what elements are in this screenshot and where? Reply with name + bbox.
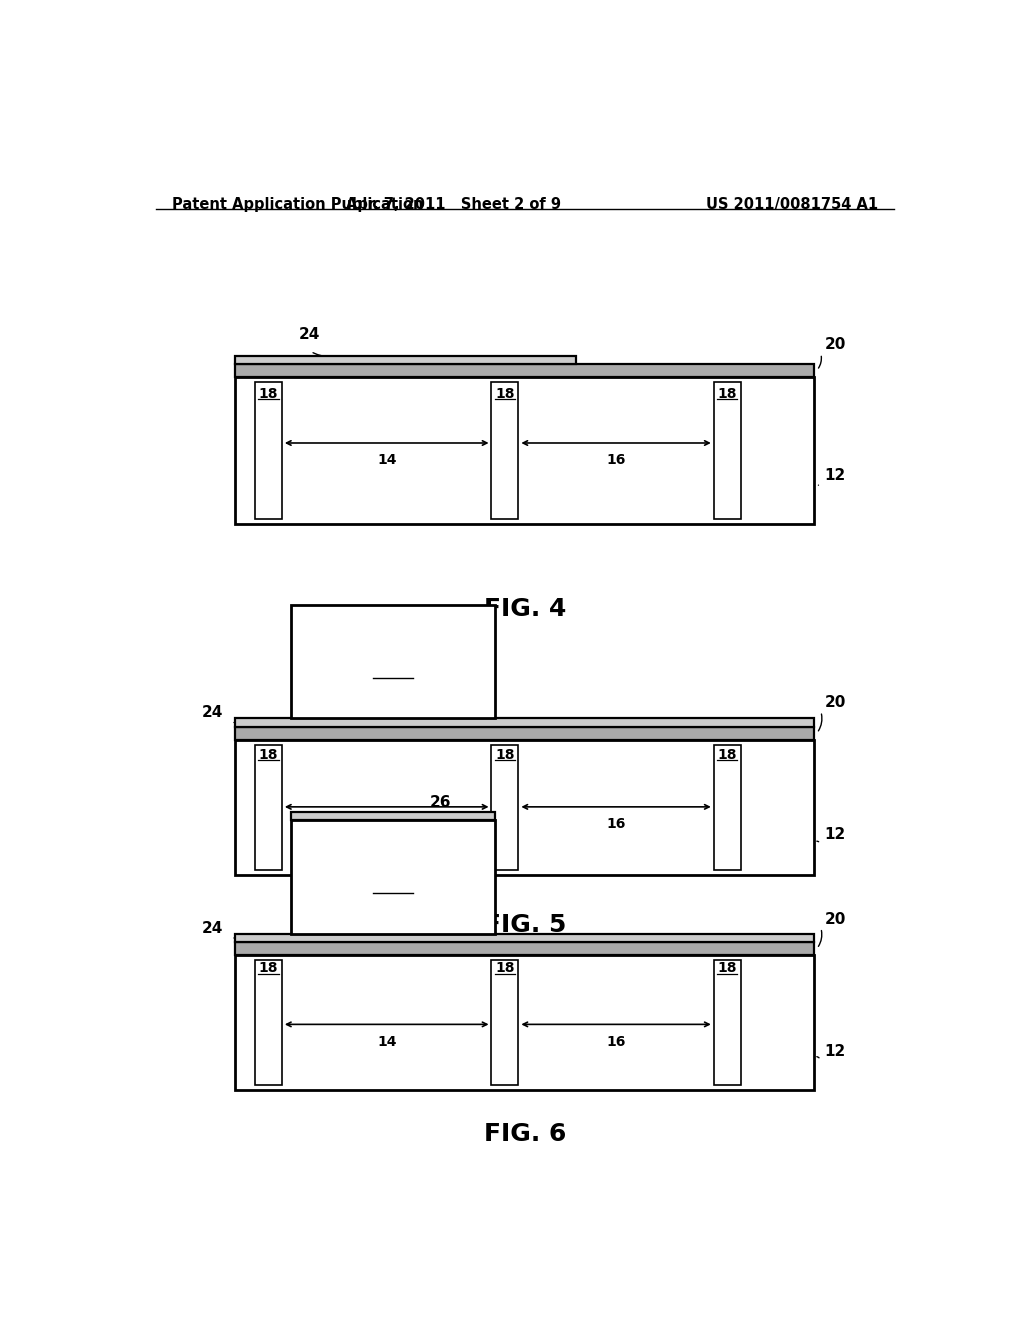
Text: 18: 18 [718,387,737,401]
Text: 16: 16 [606,1035,626,1048]
Text: FIG. 5: FIG. 5 [483,912,566,937]
Text: 18: 18 [259,748,279,762]
Text: 18: 18 [718,748,737,762]
Text: 12: 12 [824,467,846,483]
Bar [236,718,814,726]
Text: 18: 18 [496,387,515,401]
Bar [236,956,814,1090]
Text: 22': 22' [380,652,407,667]
Text: 20: 20 [824,696,846,710]
Bar [236,739,814,875]
Text: 12: 12 [824,1044,846,1059]
Bar [255,744,282,870]
Text: 18: 18 [496,961,515,975]
Text: US 2011/0081754 A1: US 2011/0081754 A1 [706,197,878,213]
Bar [492,961,518,1085]
Bar [255,381,282,519]
Text: 24: 24 [202,921,223,936]
Text: FIG. 6: FIG. 6 [483,1122,566,1146]
Text: 22': 22' [380,867,407,882]
Text: 26: 26 [430,795,451,810]
Text: 16: 16 [606,453,626,467]
Text: 18: 18 [259,961,279,975]
Bar [291,820,496,935]
Text: 20: 20 [824,338,846,352]
Bar [714,381,740,519]
Bar [236,355,577,364]
Bar [492,744,518,870]
Bar [236,935,814,942]
Text: 24: 24 [202,705,223,721]
Bar [291,605,496,718]
Text: Apr. 7, 2011   Sheet 2 of 9: Apr. 7, 2011 Sheet 2 of 9 [346,197,561,213]
Bar [492,381,518,519]
Bar [236,364,814,378]
Text: 18: 18 [718,961,737,975]
Text: 14: 14 [377,1035,396,1048]
Text: 16: 16 [606,817,626,832]
Bar [714,744,740,870]
Text: 14: 14 [377,453,396,467]
Bar [236,942,814,956]
Text: FIG. 4: FIG. 4 [483,598,566,622]
Text: 18: 18 [259,387,279,401]
Bar [236,726,814,739]
Bar [714,961,740,1085]
Bar [255,961,282,1085]
Bar [291,812,496,820]
Text: 12: 12 [824,828,846,842]
Text: 20: 20 [824,912,846,927]
Text: 18: 18 [496,748,515,762]
Bar [236,378,814,524]
Text: 24: 24 [299,327,319,342]
Text: Patent Application Publication: Patent Application Publication [172,197,423,213]
Text: 14: 14 [377,817,396,832]
